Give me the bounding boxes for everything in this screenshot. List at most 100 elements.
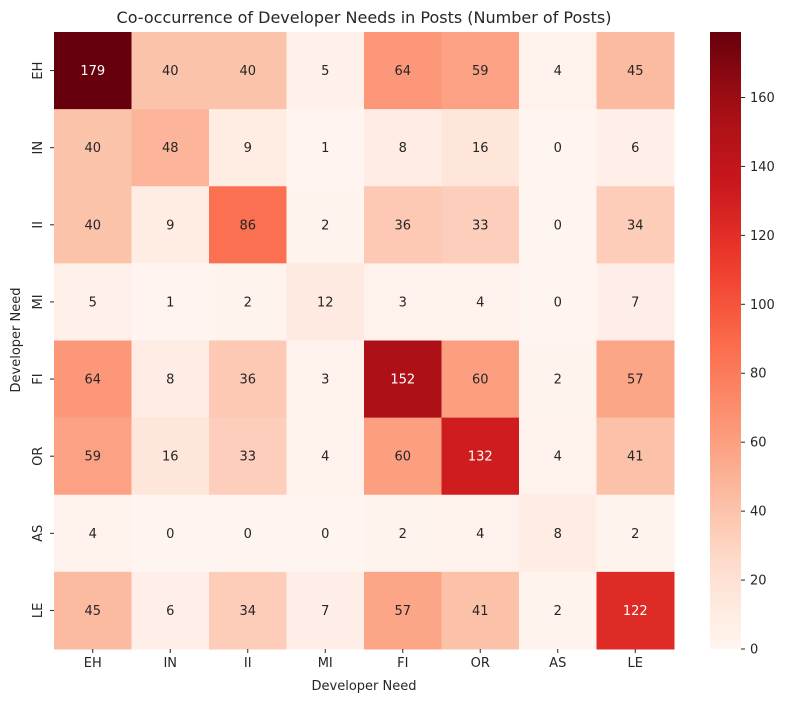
cell-value: 2 [631, 527, 639, 542]
colorbar-gradient [710, 32, 741, 649]
heatmap-cell [131, 494, 210, 573]
heatmap-cell [286, 494, 365, 573]
heatmap-cell [364, 571, 442, 650]
heatmap-cell [596, 109, 675, 187]
cell-value: 2 [554, 373, 562, 388]
x-axis: EH IN II MI FI OR AS LE [84, 649, 643, 671]
heatmap-cell [131, 186, 210, 264]
cell-value: 57 [627, 373, 644, 388]
heatmap-cell [519, 494, 597, 573]
cell-value: 40 [84, 218, 101, 233]
cell-value: 0 [554, 141, 562, 156]
y-tick-label: IN [31, 141, 46, 155]
x-tick-label: FI [397, 656, 408, 671]
cell-value: 33 [239, 450, 256, 465]
heatmap-cell [364, 494, 442, 573]
heatmap-cell [286, 263, 365, 341]
y-axis: EH IN II MI FI OR AS LE [31, 62, 54, 618]
heatmap-cell [209, 32, 287, 110]
cell-value: 8 [166, 373, 174, 388]
cell-value: 59 [84, 450, 101, 465]
cell-value: 1 [321, 141, 329, 156]
heatmap-cell [364, 340, 442, 419]
cell-value: 45 [84, 604, 101, 619]
heatmap-cell [286, 32, 365, 110]
heatmap-cell [209, 340, 287, 419]
cell-value: 4 [476, 295, 484, 310]
heatmap-cell [131, 417, 210, 496]
cell-value: 12 [317, 295, 334, 310]
cell-value: 5 [89, 295, 97, 310]
cell-value: 0 [554, 295, 562, 310]
heatmap-cell [519, 32, 597, 110]
cell-value: 6 [631, 141, 639, 156]
cell-value: 41 [472, 604, 489, 619]
heatmap-cell [519, 263, 597, 341]
heatmap-cell [519, 571, 597, 650]
cell-value: 4 [89, 527, 97, 542]
heatmap-cell [441, 417, 520, 496]
heatmap-cell [54, 340, 132, 419]
cell-value: 6 [166, 604, 174, 619]
cell-value: 4 [554, 64, 562, 79]
cell-value: 2 [321, 218, 329, 233]
colorbar-tick-label: 0 [750, 643, 758, 658]
cell-value: 64 [84, 373, 101, 388]
cell-value: 64 [394, 64, 411, 79]
cell-value: 33 [472, 218, 489, 233]
x-tick-label: II [244, 656, 252, 671]
heatmap-cell [209, 186, 287, 264]
heatmap-cell [519, 417, 597, 496]
y-axis-label: Developer Need [9, 288, 24, 393]
heatmap-cell [441, 109, 520, 187]
cell-value: 34 [627, 218, 644, 233]
colorbar-tick-label: 60 [750, 436, 767, 451]
heatmap-cell [441, 571, 520, 650]
heatmap-cell [54, 417, 132, 496]
heatmap-cell [131, 32, 210, 110]
cell-value: 60 [472, 373, 489, 388]
heatmap-cell [209, 417, 287, 496]
cell-value: 8 [554, 527, 562, 542]
heatmap-cell [54, 186, 132, 264]
heatmap-cell [54, 109, 132, 187]
heatmap-cell [209, 109, 287, 187]
x-tick-label: AS [549, 656, 566, 671]
cell-value: 45 [627, 64, 644, 79]
cell-value: 40 [239, 64, 256, 79]
heatmap-cell [209, 263, 287, 341]
cell-value: 7 [321, 604, 329, 619]
cell-value: 16 [162, 450, 179, 465]
x-tick-label: OR [471, 656, 490, 671]
y-tick-label: AS [31, 525, 46, 542]
cell-value: 57 [394, 604, 411, 619]
x-tick-label: MI [318, 656, 333, 671]
cell-value: 9 [244, 141, 252, 156]
cell-value: 9 [166, 218, 174, 233]
cell-value: 2 [554, 604, 562, 619]
cell-value: 3 [321, 373, 329, 388]
cell-value: 132 [468, 450, 493, 465]
cell-value: 4 [476, 527, 484, 542]
heatmap-cell [131, 263, 210, 341]
heatmap-cell [441, 494, 520, 573]
heatmap-cell [596, 494, 675, 573]
heatmap-cell [54, 494, 132, 573]
heatmap-cell [131, 109, 210, 187]
y-tick-label: FI [31, 373, 46, 384]
cell-value: 60 [394, 450, 411, 465]
colorbar-ticks: 0 20 40 60 80 100 120 140 160 [741, 91, 775, 658]
cell-value: 122 [623, 604, 648, 619]
heatmap-cell [364, 32, 442, 110]
heatmap-cell [286, 417, 365, 496]
cell-value: 34 [239, 604, 256, 619]
cell-value: 4 [321, 450, 329, 465]
colorbar: 0 20 40 60 80 100 120 140 160 [710, 32, 775, 658]
cell-value: 16 [472, 141, 489, 156]
chart-title: Co-occurrence of Developer Needs in Post… [117, 8, 612, 27]
heatmap-cell [286, 571, 365, 650]
cell-value: 1 [166, 295, 174, 310]
y-tick-label: LE [31, 603, 46, 618]
